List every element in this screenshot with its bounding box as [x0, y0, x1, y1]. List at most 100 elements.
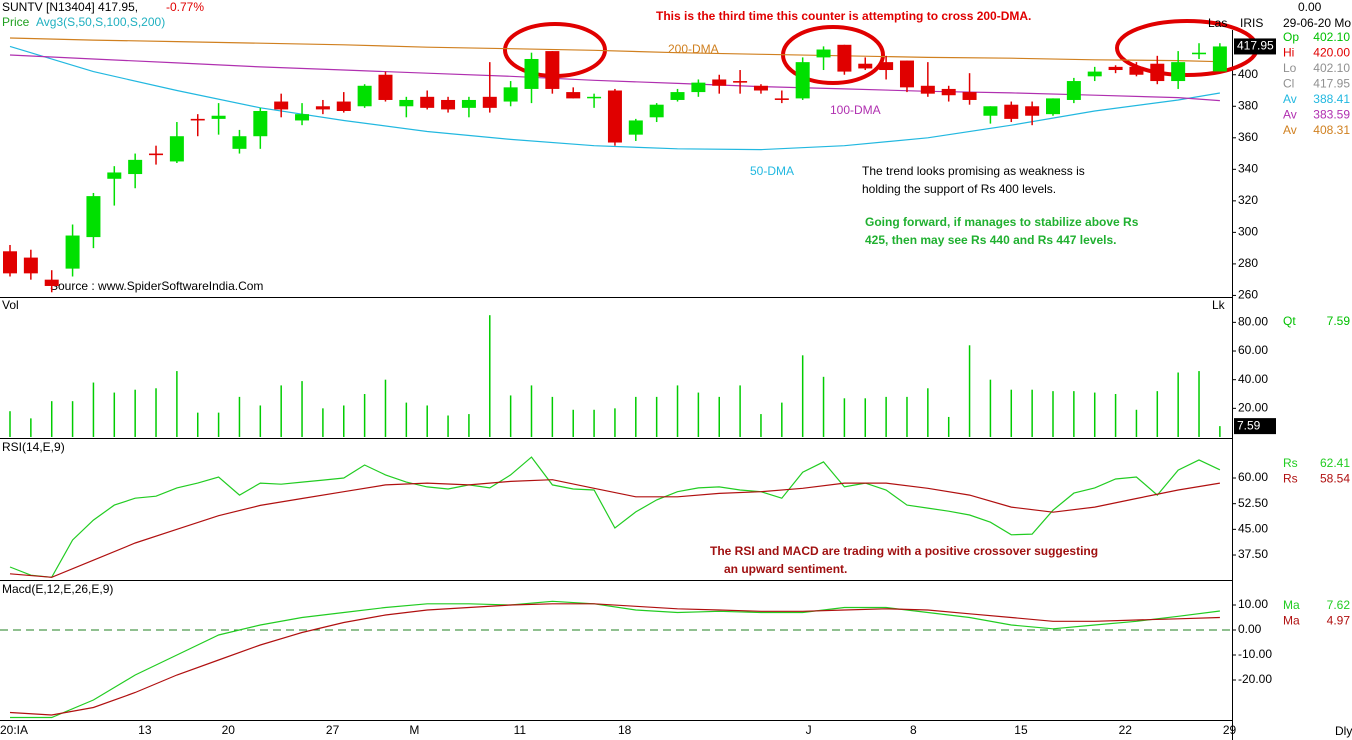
reading-value: 58.54: [1320, 472, 1350, 486]
y-tick-label: 45.00: [1238, 522, 1268, 536]
candle-body: [315, 106, 330, 110]
bar: [572, 409, 574, 437]
candle-body: [482, 96, 497, 108]
y-tick-label: 320: [1238, 193, 1258, 207]
brand: IRIS: [1240, 16, 1263, 30]
bar: [1052, 391, 1054, 437]
x-tick-label: 11: [514, 723, 527, 737]
annotation: This is the third time this counter is a…: [656, 9, 1031, 23]
candle-body: [920, 85, 935, 94]
candle-body: [44, 279, 59, 286]
line: [9, 45, 1220, 151]
candle-body: [879, 62, 894, 71]
candle-body: [232, 136, 247, 149]
candle-body: [712, 79, 727, 86]
candle-body: [107, 172, 122, 179]
bar: [822, 376, 825, 437]
last-tag: Las: [1208, 16, 1227, 30]
line: [9, 479, 1220, 578]
candle-body: [378, 74, 393, 100]
bar: [238, 396, 241, 437]
reading-label: Cl: [1283, 77, 1294, 91]
bar: [697, 392, 700, 437]
bar: [1177, 372, 1179, 437]
candle-body: [670, 92, 685, 100]
y-tick-label: 37.50: [1238, 547, 1268, 561]
candle-body: [357, 85, 372, 107]
bar: [947, 416, 950, 437]
candle-body: [753, 85, 768, 91]
bar: [1031, 389, 1033, 437]
y-tick-label: 300: [1238, 225, 1258, 239]
last-value: 417.95: [1237, 39, 1274, 53]
x-tick-label: 22: [1119, 723, 1133, 737]
y-tick-label: 400: [1238, 67, 1258, 81]
candle-body: [274, 101, 289, 110]
reading-value: 420.00: [1313, 46, 1350, 60]
y-tick-label: 80.00: [1238, 315, 1268, 329]
reading-label: Qt: [1283, 314, 1296, 328]
candle-body: [336, 101, 351, 111]
candle-body: [941, 88, 956, 96]
candle-body: [607, 90, 622, 143]
reading-value: 408.31: [1313, 123, 1350, 137]
candle-body: [983, 106, 998, 116]
bar: [635, 396, 637, 437]
last-value-box: [1234, 38, 1276, 55]
bar: [927, 388, 929, 437]
line-label: 50-DMA: [750, 164, 794, 178]
x-tick-label: 8: [910, 723, 917, 737]
candle-body: [86, 196, 101, 238]
x-tick-label: 13: [138, 723, 152, 737]
candle-body: [253, 111, 268, 137]
bar: [426, 405, 428, 437]
panel-title: RSI(14,E,9): [2, 440, 65, 454]
bar: [9, 411, 11, 437]
bar: [489, 315, 491, 437]
bar: [1135, 409, 1138, 437]
period: Dly: [1335, 724, 1352, 738]
bar: [301, 381, 303, 437]
reading-label: Op: [1283, 30, 1299, 44]
reading-value: 7.62: [1327, 598, 1351, 612]
bar: [885, 396, 887, 437]
y-tick-label: -10.00: [1238, 647, 1272, 661]
candle-body: [3, 251, 17, 274]
reading-value: 7.59: [1327, 314, 1351, 328]
candle-body: [1046, 98, 1060, 115]
x-tick-label: 15: [1014, 723, 1028, 737]
line-label: 100-DMA: [830, 103, 881, 117]
reading-label: Av: [1283, 108, 1297, 122]
y-tick-label: 52.50: [1238, 496, 1268, 510]
reading-value: 402.10: [1313, 30, 1350, 44]
x-tick-label: J: [806, 723, 812, 737]
line-label: 200-DMA: [668, 42, 719, 56]
reading-label: Hi: [1283, 46, 1294, 60]
candle-body: [691, 82, 706, 93]
reading-label: Av: [1283, 92, 1297, 106]
candle-body: [587, 96, 602, 99]
y-tick-label: 60.00: [1238, 470, 1268, 484]
candle-body: [1108, 66, 1123, 71]
bar: [968, 345, 971, 437]
bar: [1114, 394, 1117, 437]
bar: [363, 394, 366, 437]
bar: [1093, 392, 1096, 437]
reading-label: Ma: [1283, 598, 1300, 612]
annotation: Going forward, if manages to stabilize a…: [865, 215, 1139, 229]
bar: [530, 385, 533, 437]
y-tick-label: 60.00: [1238, 343, 1268, 357]
candle-body: [524, 58, 539, 89]
y-tick-label: 0.00: [1238, 622, 1262, 636]
annotation: The trend looks promising as weakness is: [862, 164, 1085, 178]
line: [9, 54, 1220, 102]
bar: [718, 396, 720, 437]
bar: [760, 414, 762, 437]
x-tick-label: 20: [222, 723, 236, 737]
candle-body: [566, 92, 581, 99]
bar: [92, 382, 95, 437]
bar: [989, 379, 992, 437]
y-tick-label: 280: [1238, 256, 1258, 270]
line: [9, 456, 1221, 578]
